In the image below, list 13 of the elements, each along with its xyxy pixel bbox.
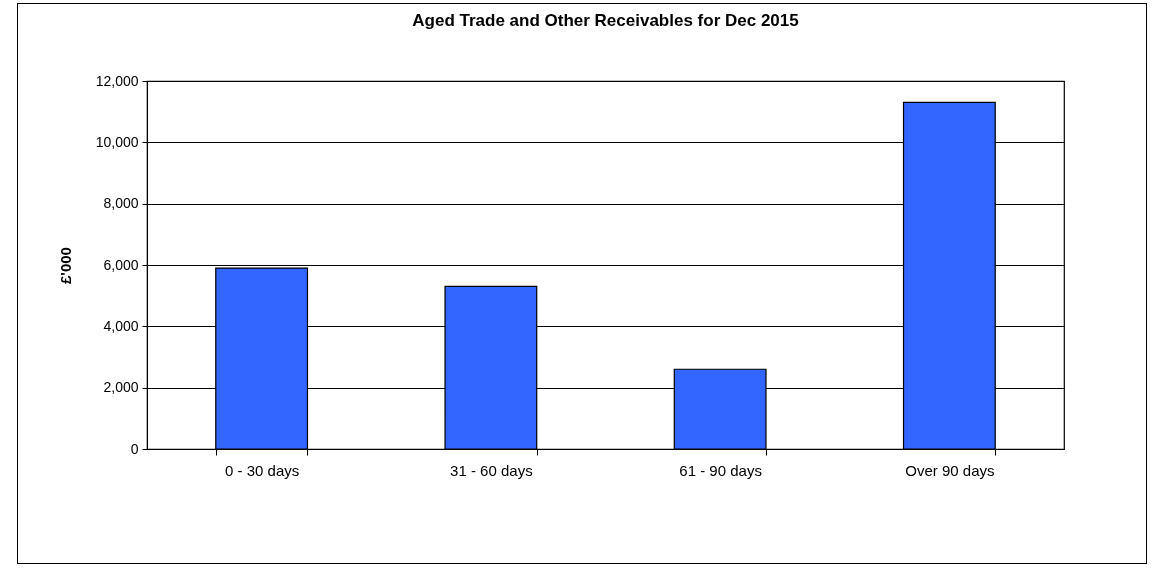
y-tick-label: 6,000 [103,256,139,273]
y-axis-title: £'000 [56,247,74,284]
x-tick-label: Over 90 days [905,461,995,479]
x-tick-label: 0 - 30 days [225,461,300,479]
y-tick-label: 12,000 [95,72,139,89]
y-tick-label: 10,000 [95,133,139,150]
y-tick-label: 4,000 [103,317,139,334]
x-tick-label: 61 - 90 days [679,461,762,479]
y-tick-label: 2,000 [103,379,139,396]
x-tick-label: 31 - 60 days [450,461,533,479]
y-tick-label: 8,000 [103,195,139,212]
y-tick-label: 0 [130,440,139,457]
chart-title: Aged Trade and Other Receivables for Dec 2015 [412,11,799,30]
